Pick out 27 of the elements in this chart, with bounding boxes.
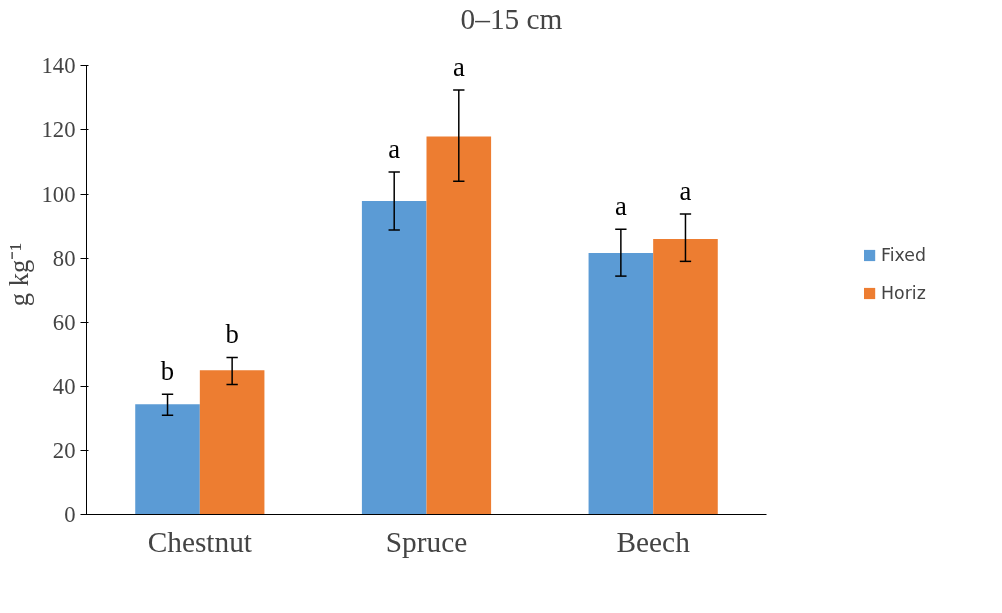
y-tick-label: 20 — [52, 437, 76, 463]
annotation: a — [679, 175, 692, 206]
legend-label: Fixed — [881, 245, 926, 265]
x-tick-label: Chestnut — [147, 525, 252, 558]
annotation: a — [614, 191, 627, 222]
y-tick-label: 0 — [64, 502, 76, 527]
chart-title: 0–15 cm — [460, 2, 563, 35]
annotation: a — [388, 133, 401, 164]
annotation: b — [160, 356, 175, 387]
bar — [361, 201, 427, 515]
y-tick-label: 40 — [52, 373, 76, 399]
bar — [199, 370, 265, 515]
bar — [653, 238, 718, 515]
y-axis-title: g kg⁻¹ — [3, 242, 34, 307]
x-tick-label: Beech — [616, 525, 691, 558]
y-tick-label: 140 — [41, 53, 76, 79]
y-tick-label: 120 — [41, 117, 76, 143]
x-tick-label: Spruce — [385, 525, 468, 558]
bar — [135, 404, 200, 515]
legend-label: Horiz — [881, 283, 926, 303]
y-tick-label: 80 — [52, 245, 76, 271]
bar — [588, 253, 654, 515]
y-tick-label: 100 — [41, 181, 76, 207]
annotation: b — [225, 319, 239, 350]
y-tick-label: 60 — [52, 309, 76, 335]
annotation: a — [452, 51, 465, 82]
bar — [426, 136, 492, 515]
